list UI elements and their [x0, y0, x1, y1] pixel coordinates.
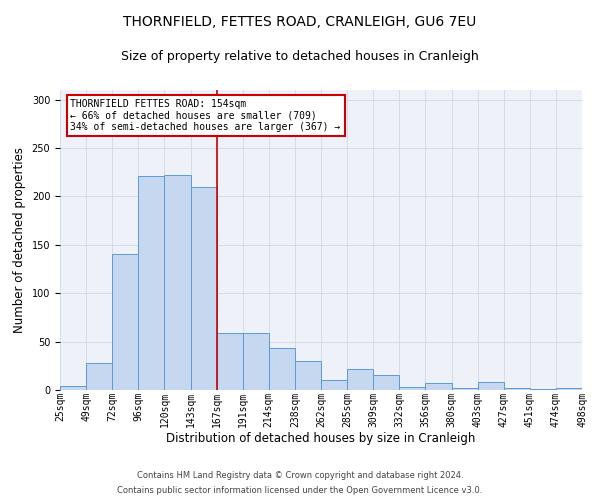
Y-axis label: Number of detached properties: Number of detached properties: [13, 147, 26, 333]
Bar: [164, 175, 191, 390]
Bar: [112, 254, 139, 390]
Bar: [321, 380, 347, 390]
Bar: [452, 388, 478, 390]
Bar: [269, 348, 295, 390]
Bar: [556, 388, 582, 390]
Text: Contains HM Land Registry data © Crown copyright and database right 2024.: Contains HM Land Registry data © Crown c…: [137, 471, 463, 480]
Bar: [60, 386, 86, 390]
Bar: [400, 387, 425, 390]
Text: Contains public sector information licensed under the Open Government Licence v3: Contains public sector information licen…: [118, 486, 482, 495]
Bar: [478, 382, 504, 390]
Text: THORNFIELD FETTES ROAD: 154sqm
← 66% of detached houses are smaller (709)
34% of: THORNFIELD FETTES ROAD: 154sqm ← 66% of …: [70, 99, 341, 132]
Bar: [295, 361, 321, 390]
Bar: [139, 176, 164, 390]
Bar: [217, 333, 243, 390]
Text: Size of property relative to detached houses in Cranleigh: Size of property relative to detached ho…: [121, 50, 479, 63]
Bar: [86, 363, 112, 390]
X-axis label: Distribution of detached houses by size in Cranleigh: Distribution of detached houses by size …: [166, 432, 476, 445]
Bar: [425, 383, 452, 390]
Bar: [373, 376, 400, 390]
Bar: [191, 187, 217, 390]
Bar: [242, 333, 269, 390]
Bar: [347, 368, 373, 390]
Bar: [504, 388, 530, 390]
Bar: [530, 389, 556, 390]
Text: THORNFIELD, FETTES ROAD, CRANLEIGH, GU6 7EU: THORNFIELD, FETTES ROAD, CRANLEIGH, GU6 …: [124, 15, 476, 29]
